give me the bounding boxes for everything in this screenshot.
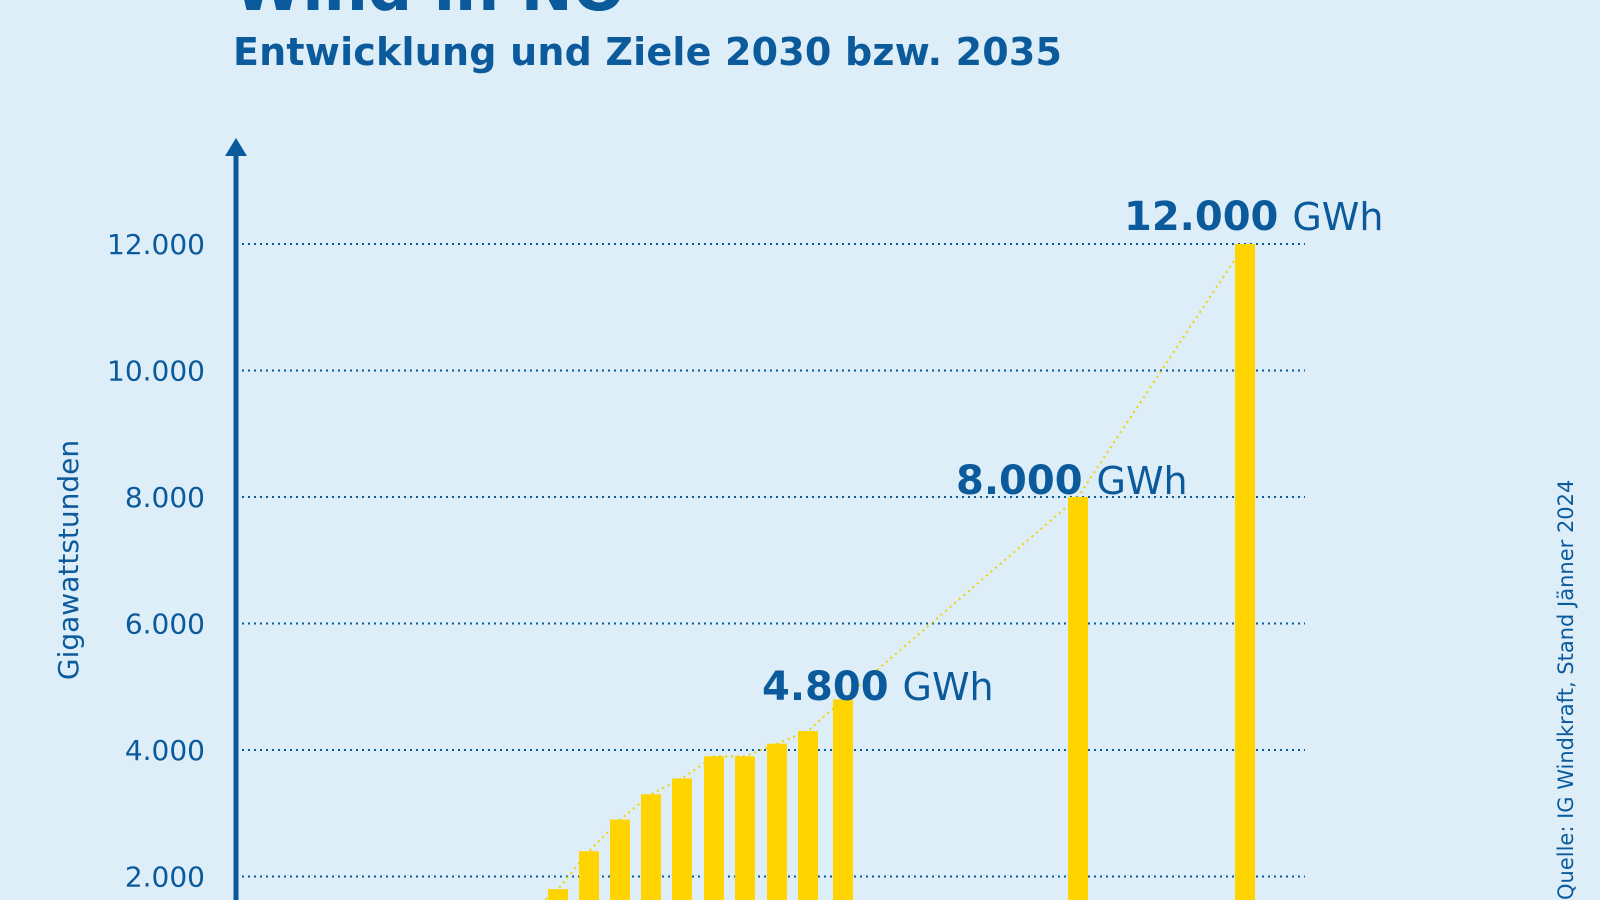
y-axis-label: Gigawattstunden bbox=[52, 440, 85, 680]
callout-unit: GWh bbox=[903, 665, 994, 709]
y-axis bbox=[225, 138, 247, 900]
trend-line bbox=[543, 243, 1246, 900]
value-callout: 12.000 GWh bbox=[1124, 194, 1383, 240]
y-tick-label: 8.000 bbox=[125, 481, 205, 514]
bar bbox=[548, 889, 568, 900]
bars bbox=[548, 244, 1255, 900]
value-callout: 4.800 GWh bbox=[762, 664, 994, 710]
source-note: Quelle: IG Windkraft, Stand Jänner 2024 bbox=[1554, 479, 1578, 900]
value-callout: 8.000 GWh bbox=[956, 458, 1188, 504]
y-tick-label: 4.000 bbox=[125, 734, 205, 767]
bar bbox=[641, 794, 661, 900]
bar bbox=[610, 819, 630, 900]
callout-unit: GWh bbox=[1292, 195, 1383, 239]
bar bbox=[735, 756, 755, 900]
value-callouts: 4.800 GWh 8.000 GWh 12.000 GWh bbox=[762, 194, 1383, 710]
bar bbox=[767, 743, 787, 900]
callout-value: 8.000 bbox=[956, 458, 1083, 504]
y-tick-labels: 2.000 4.000 6.000 8.000 10.000 12.000 bbox=[107, 228, 205, 894]
bar bbox=[672, 778, 692, 900]
y-tick-label: 2.000 bbox=[125, 861, 205, 894]
chart-title: Wind in NÖ bbox=[234, 0, 625, 25]
callout-unit: GWh bbox=[1097, 459, 1188, 503]
y-tick-label: 6.000 bbox=[125, 608, 205, 641]
bar bbox=[579, 851, 599, 900]
chart-subtitle: Entwicklung und Ziele 2030 bzw. 2035 bbox=[233, 30, 1063, 74]
bar bbox=[1235, 244, 1255, 900]
y-axis-arrow-icon bbox=[225, 138, 247, 156]
bar bbox=[1068, 497, 1088, 900]
bar bbox=[798, 731, 818, 900]
bar bbox=[833, 699, 853, 900]
y-tick-label: 10.000 bbox=[107, 355, 205, 388]
bar bbox=[704, 756, 724, 900]
y-tick-label: 12.000 bbox=[107, 228, 205, 261]
callout-value: 4.800 bbox=[762, 664, 889, 710]
callout-value: 12.000 bbox=[1124, 194, 1278, 240]
